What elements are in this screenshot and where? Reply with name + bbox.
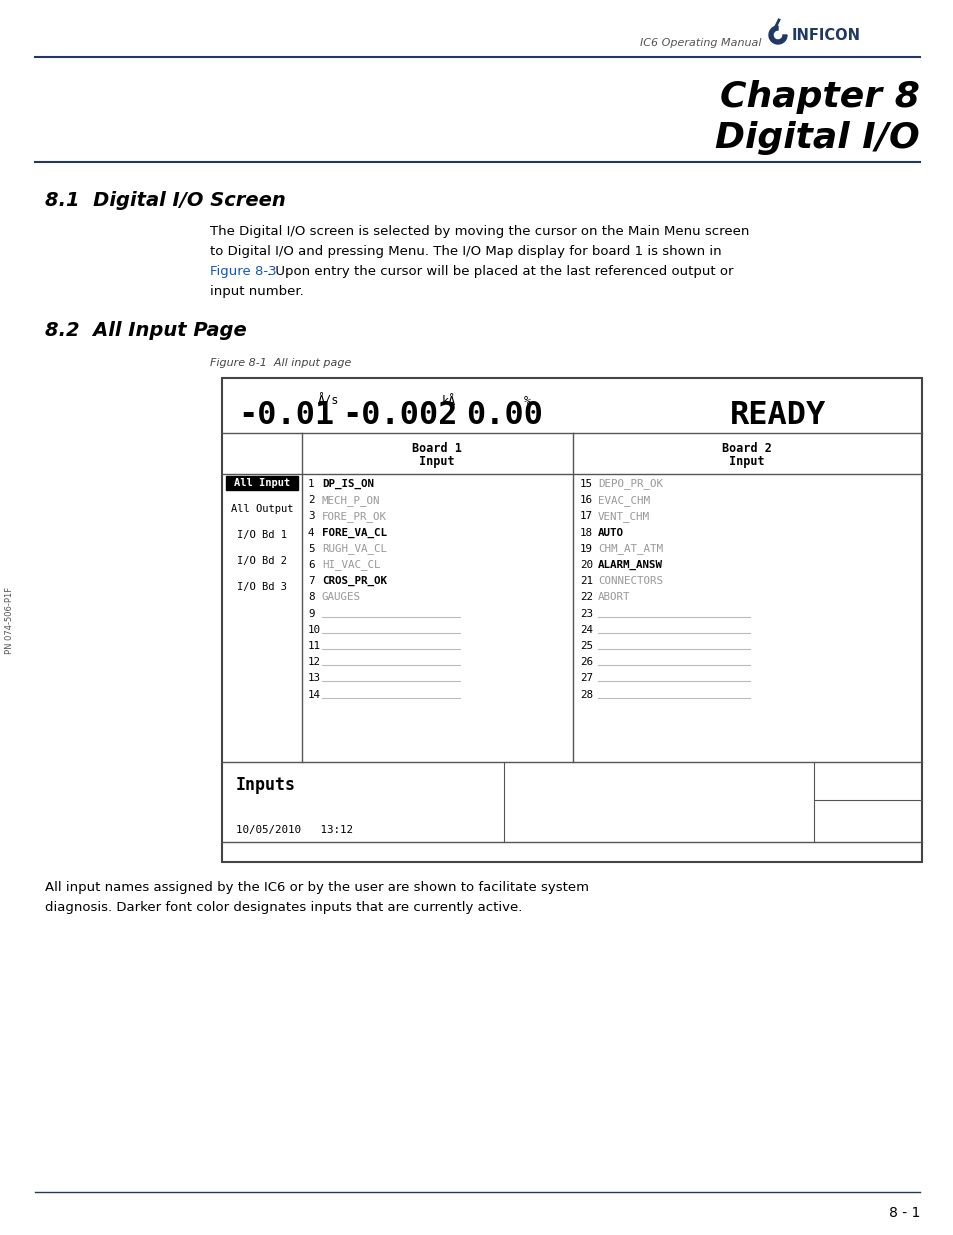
Text: kÅ: kÅ bbox=[441, 395, 456, 408]
Text: 27: 27 bbox=[579, 673, 593, 683]
Text: 28: 28 bbox=[579, 689, 593, 699]
Text: FORE_PR_OK: FORE_PR_OK bbox=[322, 511, 387, 522]
Text: I/O Bd 1: I/O Bd 1 bbox=[236, 530, 287, 540]
Text: 6: 6 bbox=[308, 559, 314, 571]
Text: 3: 3 bbox=[308, 511, 314, 521]
Text: Inputs: Inputs bbox=[235, 776, 295, 794]
Text: 8.2  All Input Page: 8.2 All Input Page bbox=[45, 321, 247, 340]
Text: 16: 16 bbox=[579, 495, 593, 505]
Text: FORE_VA_CL: FORE_VA_CL bbox=[322, 527, 387, 537]
Text: ABORT: ABORT bbox=[598, 593, 630, 603]
Text: Digital I/O: Digital I/O bbox=[715, 121, 919, 156]
Text: 1: 1 bbox=[308, 479, 314, 489]
Text: DEPO_PR_OK: DEPO_PR_OK bbox=[598, 478, 662, 489]
Text: RUGH_VA_CL: RUGH_VA_CL bbox=[322, 543, 387, 555]
Text: VENT_CHM: VENT_CHM bbox=[598, 511, 649, 522]
Text: to Digital I/O and pressing Menu. The I/O Map display for board 1 is shown in: to Digital I/O and pressing Menu. The I/… bbox=[210, 246, 720, 258]
Text: 20: 20 bbox=[579, 559, 593, 571]
Text: input number.: input number. bbox=[210, 285, 303, 299]
Text: 8: 8 bbox=[308, 593, 314, 603]
Text: INFICON: INFICON bbox=[791, 27, 861, 42]
Text: 21: 21 bbox=[579, 577, 593, 587]
Text: 5: 5 bbox=[308, 543, 314, 553]
Text: Board 1: Board 1 bbox=[412, 441, 461, 454]
Text: PN 074-506-P1F: PN 074-506-P1F bbox=[6, 587, 14, 653]
Text: Chapter 8: Chapter 8 bbox=[720, 80, 919, 114]
Text: 13: 13 bbox=[308, 673, 320, 683]
Text: 15: 15 bbox=[579, 479, 593, 489]
Text: 22: 22 bbox=[579, 593, 593, 603]
Text: 26: 26 bbox=[579, 657, 593, 667]
Text: AUTO: AUTO bbox=[598, 527, 623, 537]
Text: 23: 23 bbox=[579, 609, 593, 619]
Text: Input: Input bbox=[728, 454, 764, 468]
Text: Å/s: Å/s bbox=[317, 394, 339, 408]
Text: EVAC_CHM: EVAC_CHM bbox=[598, 495, 649, 505]
Text: 8.1  Digital I/O Screen: 8.1 Digital I/O Screen bbox=[45, 190, 286, 210]
Text: 2: 2 bbox=[308, 495, 314, 505]
Text: 14: 14 bbox=[308, 689, 320, 699]
Text: 12: 12 bbox=[308, 657, 320, 667]
Text: I/O Bd 2: I/O Bd 2 bbox=[236, 556, 287, 566]
Text: The Digital I/O screen is selected by moving the cursor on the Main Menu screen: The Digital I/O screen is selected by mo… bbox=[210, 226, 749, 238]
Wedge shape bbox=[768, 26, 786, 44]
Text: Figure 8-1  All input page: Figure 8-1 All input page bbox=[210, 358, 351, 368]
Text: MECH_P_ON: MECH_P_ON bbox=[322, 495, 380, 505]
Text: -0.01: -0.01 bbox=[237, 399, 334, 431]
Text: Input: Input bbox=[418, 454, 455, 468]
Text: 25: 25 bbox=[579, 641, 593, 651]
Text: DP_IS_ON: DP_IS_ON bbox=[322, 479, 374, 489]
Text: 11: 11 bbox=[308, 641, 320, 651]
Text: 7: 7 bbox=[308, 577, 314, 587]
Text: 9: 9 bbox=[308, 609, 314, 619]
Text: 10/05/2010   13:12: 10/05/2010 13:12 bbox=[235, 825, 353, 835]
Text: READY: READY bbox=[729, 399, 825, 431]
Text: -0.002: -0.002 bbox=[341, 399, 457, 431]
Text: ALARM_ANSW: ALARM_ANSW bbox=[598, 559, 662, 571]
Text: 8 - 1: 8 - 1 bbox=[887, 1207, 919, 1220]
Bar bbox=[226, 475, 297, 490]
Text: All Output: All Output bbox=[231, 504, 293, 514]
Text: GAUGES: GAUGES bbox=[322, 593, 360, 603]
Text: CONNECTORS: CONNECTORS bbox=[598, 577, 662, 587]
Text: %: % bbox=[523, 395, 531, 408]
Text: All input names assigned by the IC6 or by the user are shown to facilitate syste: All input names assigned by the IC6 or b… bbox=[45, 882, 588, 894]
Text: I/O Bd 3: I/O Bd 3 bbox=[236, 582, 287, 592]
Text: 24: 24 bbox=[579, 625, 593, 635]
Text: 0.00: 0.00 bbox=[465, 399, 542, 431]
Text: 18: 18 bbox=[579, 527, 593, 537]
Text: CROS_PR_OK: CROS_PR_OK bbox=[322, 576, 387, 587]
Text: 19: 19 bbox=[579, 543, 593, 553]
Text: 4: 4 bbox=[308, 527, 314, 537]
Text: IC6 Operating Manual: IC6 Operating Manual bbox=[639, 38, 761, 48]
Bar bbox=[222, 378, 921, 862]
Text: CHM_AT_ATM: CHM_AT_ATM bbox=[598, 543, 662, 555]
Text: . Upon entry the cursor will be placed at the last referenced output or: . Upon entry the cursor will be placed a… bbox=[267, 266, 733, 279]
Text: 17: 17 bbox=[579, 511, 593, 521]
Text: All Input: All Input bbox=[233, 478, 290, 488]
Text: 10: 10 bbox=[308, 625, 320, 635]
Text: HI_VAC_CL: HI_VAC_CL bbox=[322, 559, 380, 571]
Text: Board 2: Board 2 bbox=[721, 441, 771, 454]
Text: Figure 8-3: Figure 8-3 bbox=[210, 266, 276, 279]
Text: diagnosis. Darker font color designates inputs that are currently active.: diagnosis. Darker font color designates … bbox=[45, 902, 522, 914]
